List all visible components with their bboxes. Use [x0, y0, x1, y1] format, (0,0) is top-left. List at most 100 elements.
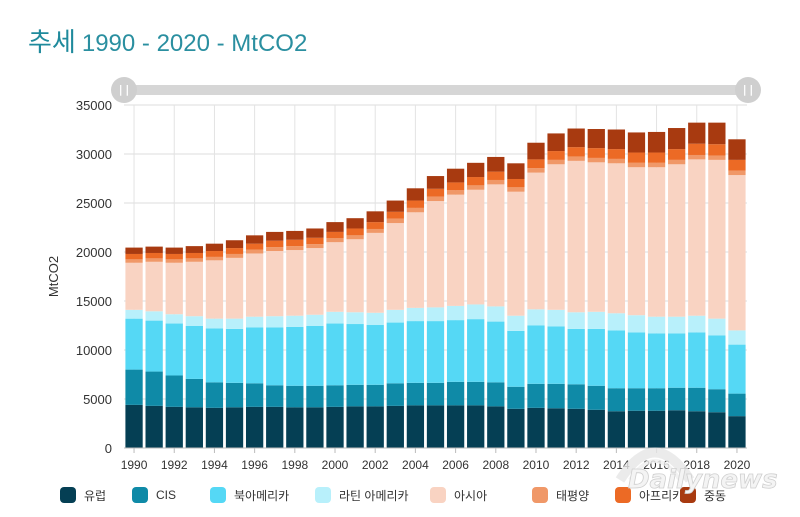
x-tick-label: 1998 [281, 458, 308, 472]
bar-segment [205, 243, 224, 252]
bar-segment [426, 382, 445, 406]
bar-segment [627, 167, 646, 316]
bar-segment [145, 371, 163, 406]
bar-segment [607, 163, 626, 314]
bar-segment [507, 163, 525, 179]
bar-segment [668, 164, 686, 317]
bar-segment [306, 228, 324, 238]
bar-segment [607, 330, 626, 389]
bar-segment [728, 170, 746, 176]
bar-segment [426, 307, 445, 322]
bar-segment [607, 158, 626, 164]
bar-segment [708, 159, 726, 319]
legend-item[interactable]: CIS [132, 486, 176, 504]
bar-segment [326, 242, 344, 312]
bar-segment [688, 154, 706, 160]
bar-segment [607, 313, 626, 331]
watermark-text: Dailynews [628, 465, 778, 495]
bar-segment [547, 408, 565, 448]
y-tick-label: 15000 [76, 294, 112, 309]
bar-segment [446, 190, 465, 195]
legend-item[interactable]: 아프리카 [615, 486, 683, 504]
bar-segment [205, 256, 224, 261]
bar-segment [708, 335, 726, 390]
y-tick-label: 5000 [83, 392, 112, 407]
bar-segment [346, 218, 364, 229]
bar-segment [225, 318, 244, 329]
bar-segment [245, 316, 264, 328]
bar-segment [145, 261, 163, 312]
bar-segment [647, 316, 666, 334]
bar-segment [286, 250, 304, 316]
y-tick-label: 20000 [76, 245, 112, 260]
bar-segment [567, 147, 585, 157]
legend-item[interactable]: 아시아 [430, 486, 487, 504]
bar-segment [728, 393, 746, 417]
bar-segment [728, 139, 746, 160]
bar-segment [326, 238, 344, 243]
bar-segment [225, 257, 244, 319]
bar-segment [647, 131, 666, 153]
legend-item[interactable]: 유럽 [60, 486, 106, 504]
bar-segment [225, 407, 244, 448]
range-slider-left-handle[interactable]: || [111, 77, 137, 103]
bar-segment [567, 384, 585, 409]
bar-segment [467, 185, 485, 190]
bar-segment [668, 316, 686, 334]
bar-segment [185, 246, 203, 253]
bar-segment [587, 157, 605, 163]
bar-segment [688, 332, 706, 388]
bar-segment [426, 196, 445, 202]
bar-segment [225, 382, 244, 408]
bar-segment [306, 325, 324, 386]
bar-segment [145, 405, 163, 448]
bar-segment [185, 258, 203, 262]
bar-segment [527, 168, 545, 173]
range-slider-track[interactable] [124, 85, 748, 95]
bar-segment [366, 232, 384, 313]
title-sub: 1990 - 2020 - MtCO2 [81, 30, 308, 57]
bar-segment [567, 408, 585, 448]
bar-segment [145, 258, 163, 262]
legend-item[interactable]: 북아메리카 [210, 486, 289, 504]
bar-segment [185, 325, 203, 379]
bar-segment [708, 318, 726, 336]
bar-segment [386, 405, 404, 448]
bar-segment [185, 252, 203, 259]
bar-segment [185, 261, 203, 317]
range-slider-right-handle[interactable]: || [735, 77, 761, 103]
bar-segment [446, 182, 465, 191]
bar-segment [527, 142, 545, 160]
bar-segment [627, 332, 646, 389]
bar-segment [507, 330, 525, 387]
y-tick-label: 35000 [76, 98, 112, 113]
bar-segment [286, 246, 304, 251]
bar-segment [668, 128, 686, 150]
legend-item[interactable]: 태평양 [532, 486, 589, 504]
bar-segment [507, 408, 525, 448]
bar-segment [286, 315, 304, 327]
bar-segment [326, 311, 344, 324]
bar-segment [627, 410, 646, 448]
bar-segment [587, 409, 605, 448]
bar-segment [225, 240, 244, 249]
bar-segment [647, 388, 666, 411]
legend-item[interactable]: 라틴 아메리카 [315, 486, 409, 504]
bar-segment [346, 384, 364, 407]
bar-segment [446, 305, 465, 321]
bar-segment [386, 322, 404, 384]
bar-segment [708, 155, 726, 160]
bar-segment [165, 259, 183, 263]
bar-segment [205, 328, 224, 383]
bar-segment [647, 410, 666, 448]
legend-swatch [615, 487, 631, 503]
bar-segment [607, 129, 626, 150]
bar-segment [286, 326, 304, 386]
bar-segment [728, 159, 746, 171]
legend-item[interactable]: 중동 [680, 486, 726, 504]
bar-segment [567, 312, 585, 329]
bar-segment [346, 235, 364, 240]
bar-segment [487, 171, 505, 180]
bar-segment [286, 230, 304, 240]
bar-segment [266, 385, 284, 407]
